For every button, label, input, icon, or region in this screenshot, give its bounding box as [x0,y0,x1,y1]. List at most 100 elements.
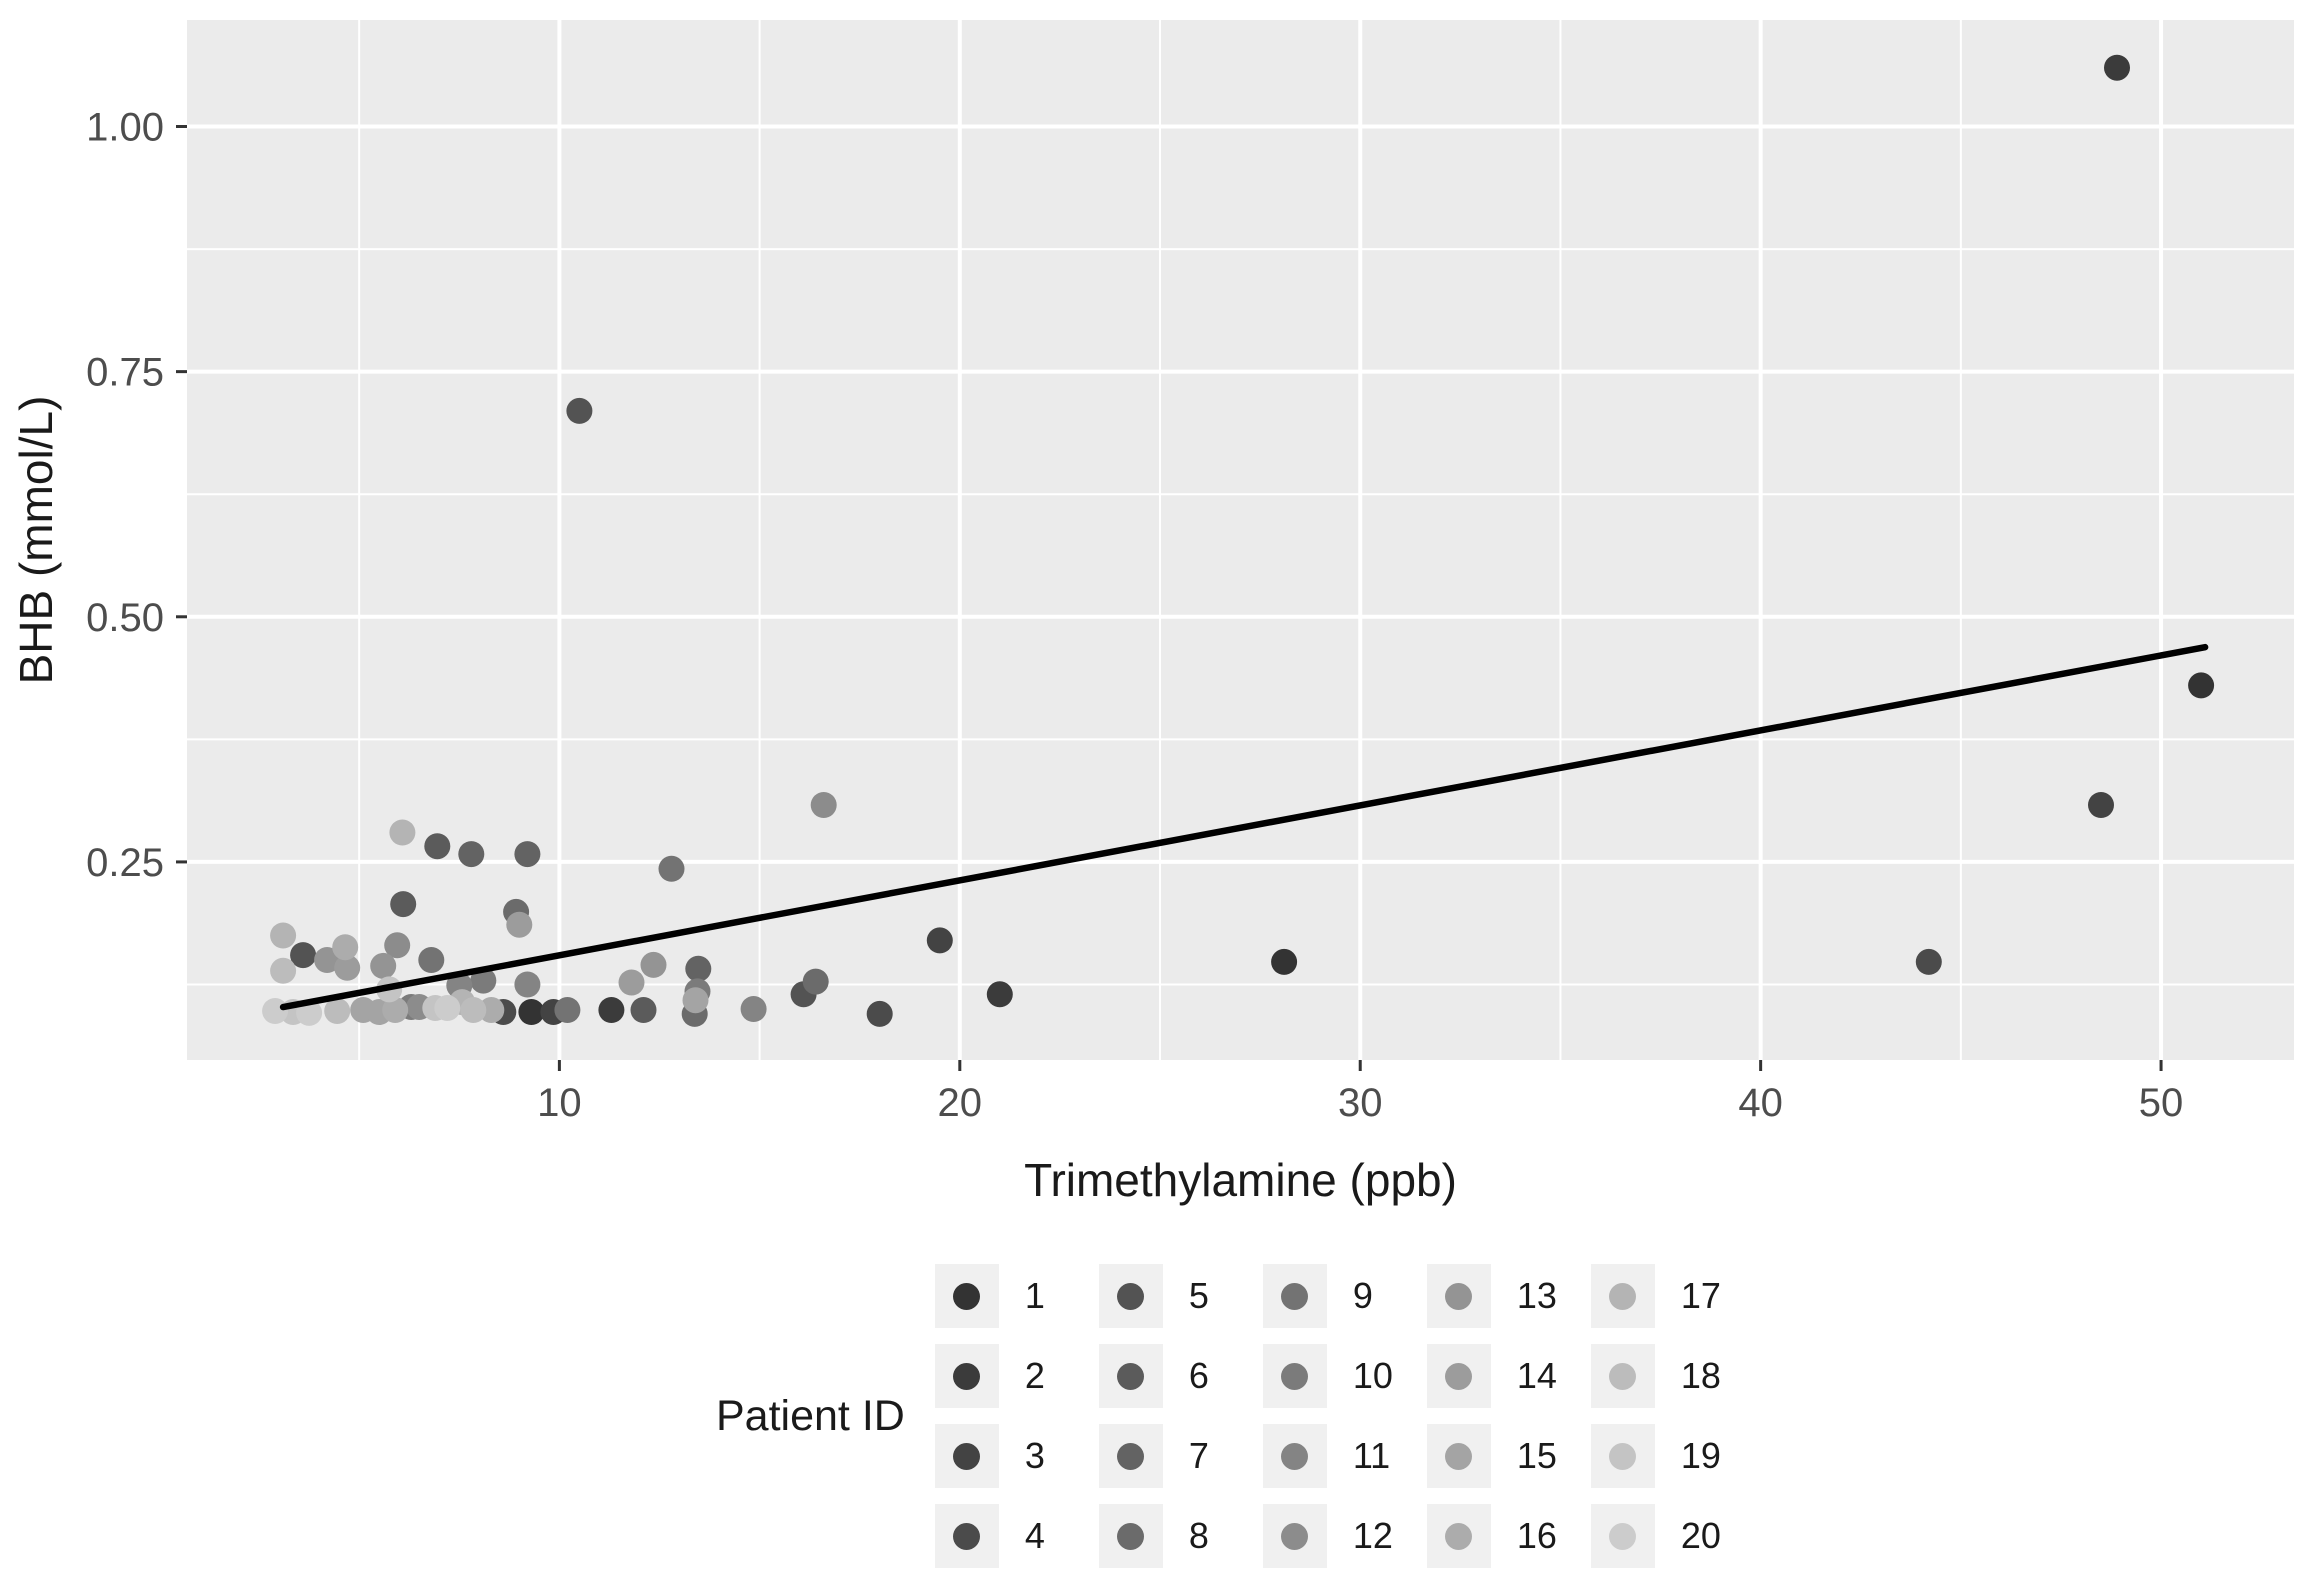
legend-item-label: 18 [1680,1355,1721,1396]
legend-item: 16 [1426,1504,1563,1568]
legend-item-label: 10 [1352,1355,1393,1396]
axis-tick-labels: 10 20 30 40 50 0.25 0.50 0.75 1.00 [86,105,2183,1125]
legend-item: 18 [1590,1344,1727,1408]
legend-key [934,1344,999,1408]
y-tick-label: 0.25 [86,841,164,885]
data-point [685,955,712,982]
legend-dot-icon [1609,1522,1637,1550]
data-point [270,922,297,949]
legend-item: 17 [1590,1264,1727,1328]
minor-gridlines [187,20,2294,1060]
legend-key [934,1504,999,1568]
x-tick-label: 50 [2139,1081,2184,1125]
data-point [986,981,1013,1008]
plot-panel [187,20,2294,1060]
legend-item-label: 7 [1188,1435,1209,1476]
data-point [384,932,411,959]
legend-item: 10 [1262,1344,1399,1408]
data-point [390,891,417,918]
data-point [740,996,767,1022]
legend-key [1098,1344,1163,1408]
data-point [324,998,351,1024]
legend-item-label: 19 [1680,1435,1721,1476]
data-point [630,997,657,1023]
legend-item-label: 12 [1352,1515,1393,1556]
legend-key [934,1264,999,1328]
y-axis-title: BHB (mmol/L) [10,396,62,685]
legend-item: 14 [1426,1344,1563,1408]
x-axis-title: Trimethylamine (ppb) [1024,1154,1457,1206]
legend-item-label: 11 [1352,1435,1391,1476]
legend-key [1098,1504,1163,1568]
data-point [262,998,289,1024]
data-point [598,997,625,1023]
data-point [506,911,533,938]
x-tick-label: 20 [938,1081,983,1125]
legend-dot-icon [1117,1522,1145,1550]
legend-item: 1 [934,1264,1071,1328]
legend-dot-icon [953,1282,981,1310]
legend-key [1098,1264,1163,1328]
legend-dot-icon [1445,1282,1473,1310]
legend-key [1426,1504,1491,1568]
legend-key [1098,1424,1163,1488]
legend-item: 5 [1098,1264,1235,1328]
data-point [478,997,505,1023]
major-gridlines [187,20,2294,1060]
legend-dot-icon [1117,1442,1145,1470]
legend-dot-icon [1609,1442,1637,1470]
legend-item-label: 9 [1352,1275,1373,1316]
data-point [434,995,461,1021]
legend-dot-icon [953,1442,981,1470]
data-point [810,792,837,818]
legend-item: 20 [1590,1504,1727,1568]
legend-item-label: 13 [1516,1275,1557,1316]
legend-item: 12 [1262,1504,1399,1568]
data-point [2188,672,2215,699]
legend-key [1590,1264,1655,1328]
y-tick-label: 1.00 [86,105,164,149]
legend-dot-icon [953,1362,981,1390]
legend-key [1426,1424,1491,1488]
data-point [682,987,709,1014]
data-point [514,841,541,868]
legend-dot-icon [1445,1522,1473,1550]
legend-dot-icon [1609,1362,1637,1390]
legend-dot-icon [1281,1522,1309,1550]
x-tick-label: 40 [1738,1081,1783,1125]
legend-title: Patient ID [716,1391,905,1440]
data-point [332,934,359,961]
legend-dot-icon [1281,1442,1309,1470]
legend-item: 9 [1262,1264,1399,1328]
legend-item-label: 1 [1024,1275,1045,1316]
legend-dot-icon [1445,1362,1473,1390]
legend-key [1590,1424,1655,1488]
data-point [658,855,685,882]
legend-item-label: 5 [1188,1275,1209,1316]
data-point [1271,948,1298,975]
data-point [470,967,497,994]
legend-dot-icon [1445,1442,1473,1470]
legend-item-label: 15 [1516,1435,1557,1476]
legend-item-label: 3 [1024,1435,1045,1476]
data-point [566,397,593,424]
legend-item: 8 [1098,1504,1235,1568]
legend-key [1262,1344,1327,1408]
data-point [2104,54,2130,81]
legend-item-label: 16 [1516,1515,1557,1556]
legend-dot-icon [1609,1282,1637,1310]
data-point [314,947,341,973]
legend-key [1590,1504,1655,1568]
axis-tick-marks [176,124,2163,1071]
legend-item-label: 8 [1188,1515,1209,1556]
x-tick-label: 30 [1338,1081,1383,1125]
legend-key [1426,1264,1491,1328]
data-point [370,952,397,979]
data-point [389,819,416,846]
legend-item: 19 [1590,1424,1727,1488]
legend-item: 15 [1426,1424,1563,1488]
data-point [458,841,485,868]
legend-key [934,1424,999,1488]
legend-dot-icon [1281,1362,1309,1390]
